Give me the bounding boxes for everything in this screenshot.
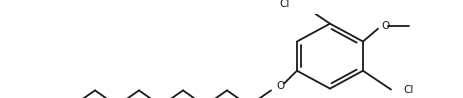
Text: Cl: Cl xyxy=(402,85,413,95)
Text: O: O xyxy=(380,21,388,31)
Text: Cl: Cl xyxy=(279,0,289,9)
Text: O: O xyxy=(276,81,284,91)
